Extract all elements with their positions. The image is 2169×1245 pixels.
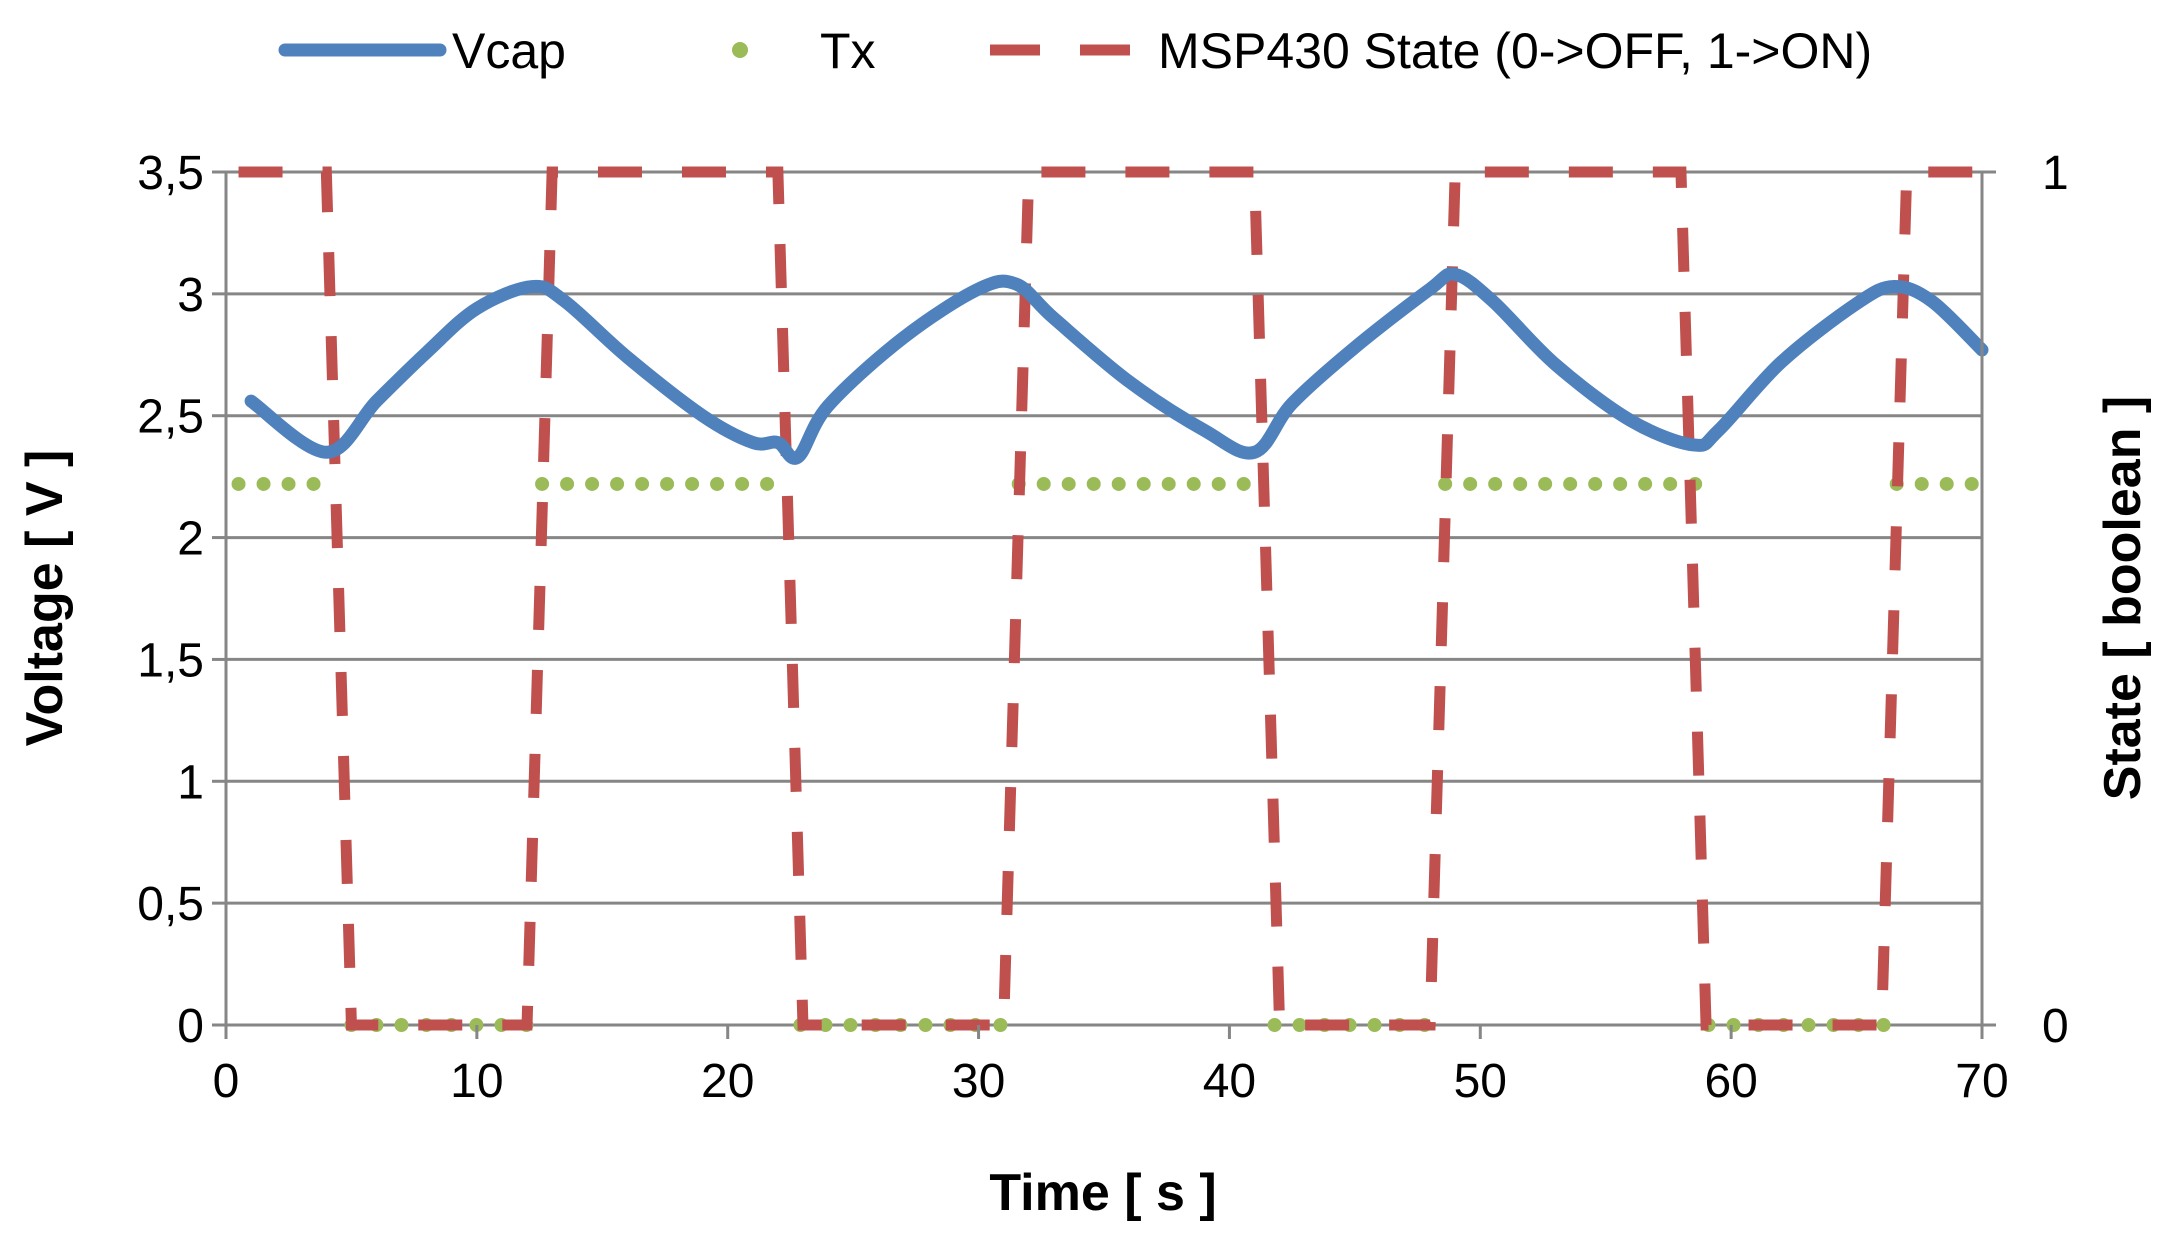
x-tick-label: 30 (952, 1055, 1005, 1108)
y2-axis-title: State [ boolean ] (2094, 396, 2152, 800)
x-tick-label: 50 (1454, 1055, 1507, 1108)
msp430-state-line (238, 166, 1982, 1031)
y-tick-label: 1,5 (137, 634, 204, 687)
x-tick-label: 0 (213, 1055, 240, 1108)
x-tick-label: 10 (450, 1055, 503, 1108)
y-tick-label: 2 (177, 513, 204, 566)
legend-item-tx: Tx (732, 23, 876, 79)
legend-label-vcap: Vcap (452, 23, 566, 79)
y-tick-label: 0 (177, 1000, 204, 1053)
vcap-line (244, 267, 1989, 465)
legend-item-msp430-state: MSP430 State (0->OFF, 1->ON) (990, 23, 1872, 79)
legend-label-tx: Tx (820, 23, 876, 79)
y-tick-label: 3 (177, 269, 204, 322)
x-axis-title: Time [ s ] (989, 1164, 1216, 1222)
legend-swatch-tx (732, 42, 748, 58)
y-tick-label: 2,5 (137, 391, 204, 444)
y-tick-label: 3,5 (137, 147, 204, 200)
x-tick-label: 70 (1955, 1055, 2008, 1108)
x-tick-label: 20 (701, 1055, 754, 1108)
legend-label-msp430-state: MSP430 State (0->OFF, 1->ON) (1158, 23, 1872, 79)
y-axis-title: Voltage [ V ] (16, 450, 74, 747)
series-layer (231, 166, 1989, 1032)
y2-tick-label: 0 (2042, 1000, 2069, 1053)
x-tick-label: 40 (1203, 1055, 1256, 1108)
y2-tick-label: 1 (2042, 147, 2069, 200)
y-tick-label: 1 (177, 756, 204, 809)
y-tick-label: 0,5 (137, 878, 204, 931)
legend: Vcap Tx MSP430 State (0->OFF, 1->ON) (278, 23, 1872, 79)
legend-item-vcap: Vcap (278, 23, 566, 79)
x-tick-label: 60 (1704, 1055, 1757, 1108)
